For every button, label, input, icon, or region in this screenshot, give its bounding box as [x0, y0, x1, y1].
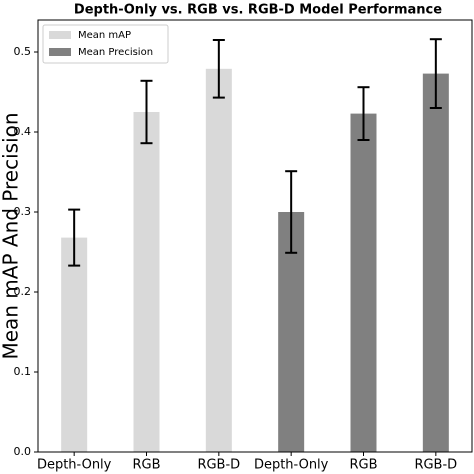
- bar: [350, 113, 377, 452]
- bar: [61, 237, 88, 452]
- x-tick-label: RGB: [132, 458, 160, 473]
- y-tick-label: 0.1: [14, 365, 32, 378]
- y-tick-label: 0.5: [14, 45, 32, 58]
- plot-frame: [37, 19, 473, 453]
- y-axis-label: Mean mAP And Precision: [0, 112, 23, 359]
- x-tick-label: Depth-Only: [254, 458, 329, 473]
- legend-label: Mean mAP: [78, 30, 131, 41]
- bar: [205, 68, 232, 453]
- chart-title: Depth-Only vs. RGB vs. RGB-D Model Perfo…: [74, 3, 442, 18]
- legend-swatch: [49, 48, 71, 56]
- bar: [422, 73, 449, 452]
- legend-label: Mean Precision: [78, 47, 153, 58]
- x-tick-label: Depth-Only: [37, 458, 112, 473]
- y-tick-label: 0.4: [14, 125, 32, 138]
- y-tick-label: 0.2: [14, 285, 32, 298]
- x-tick-label: RGB-D: [197, 458, 240, 473]
- x-tick-label: RGB-D: [414, 458, 457, 473]
- bar: [133, 112, 160, 452]
- legend-box: [42, 24, 169, 64]
- y-tick-label: 0.3: [14, 205, 32, 218]
- x-tick-label: RGB: [349, 458, 377, 473]
- legend-swatch: [49, 31, 71, 39]
- y-tick-label: 0.0: [14, 445, 32, 458]
